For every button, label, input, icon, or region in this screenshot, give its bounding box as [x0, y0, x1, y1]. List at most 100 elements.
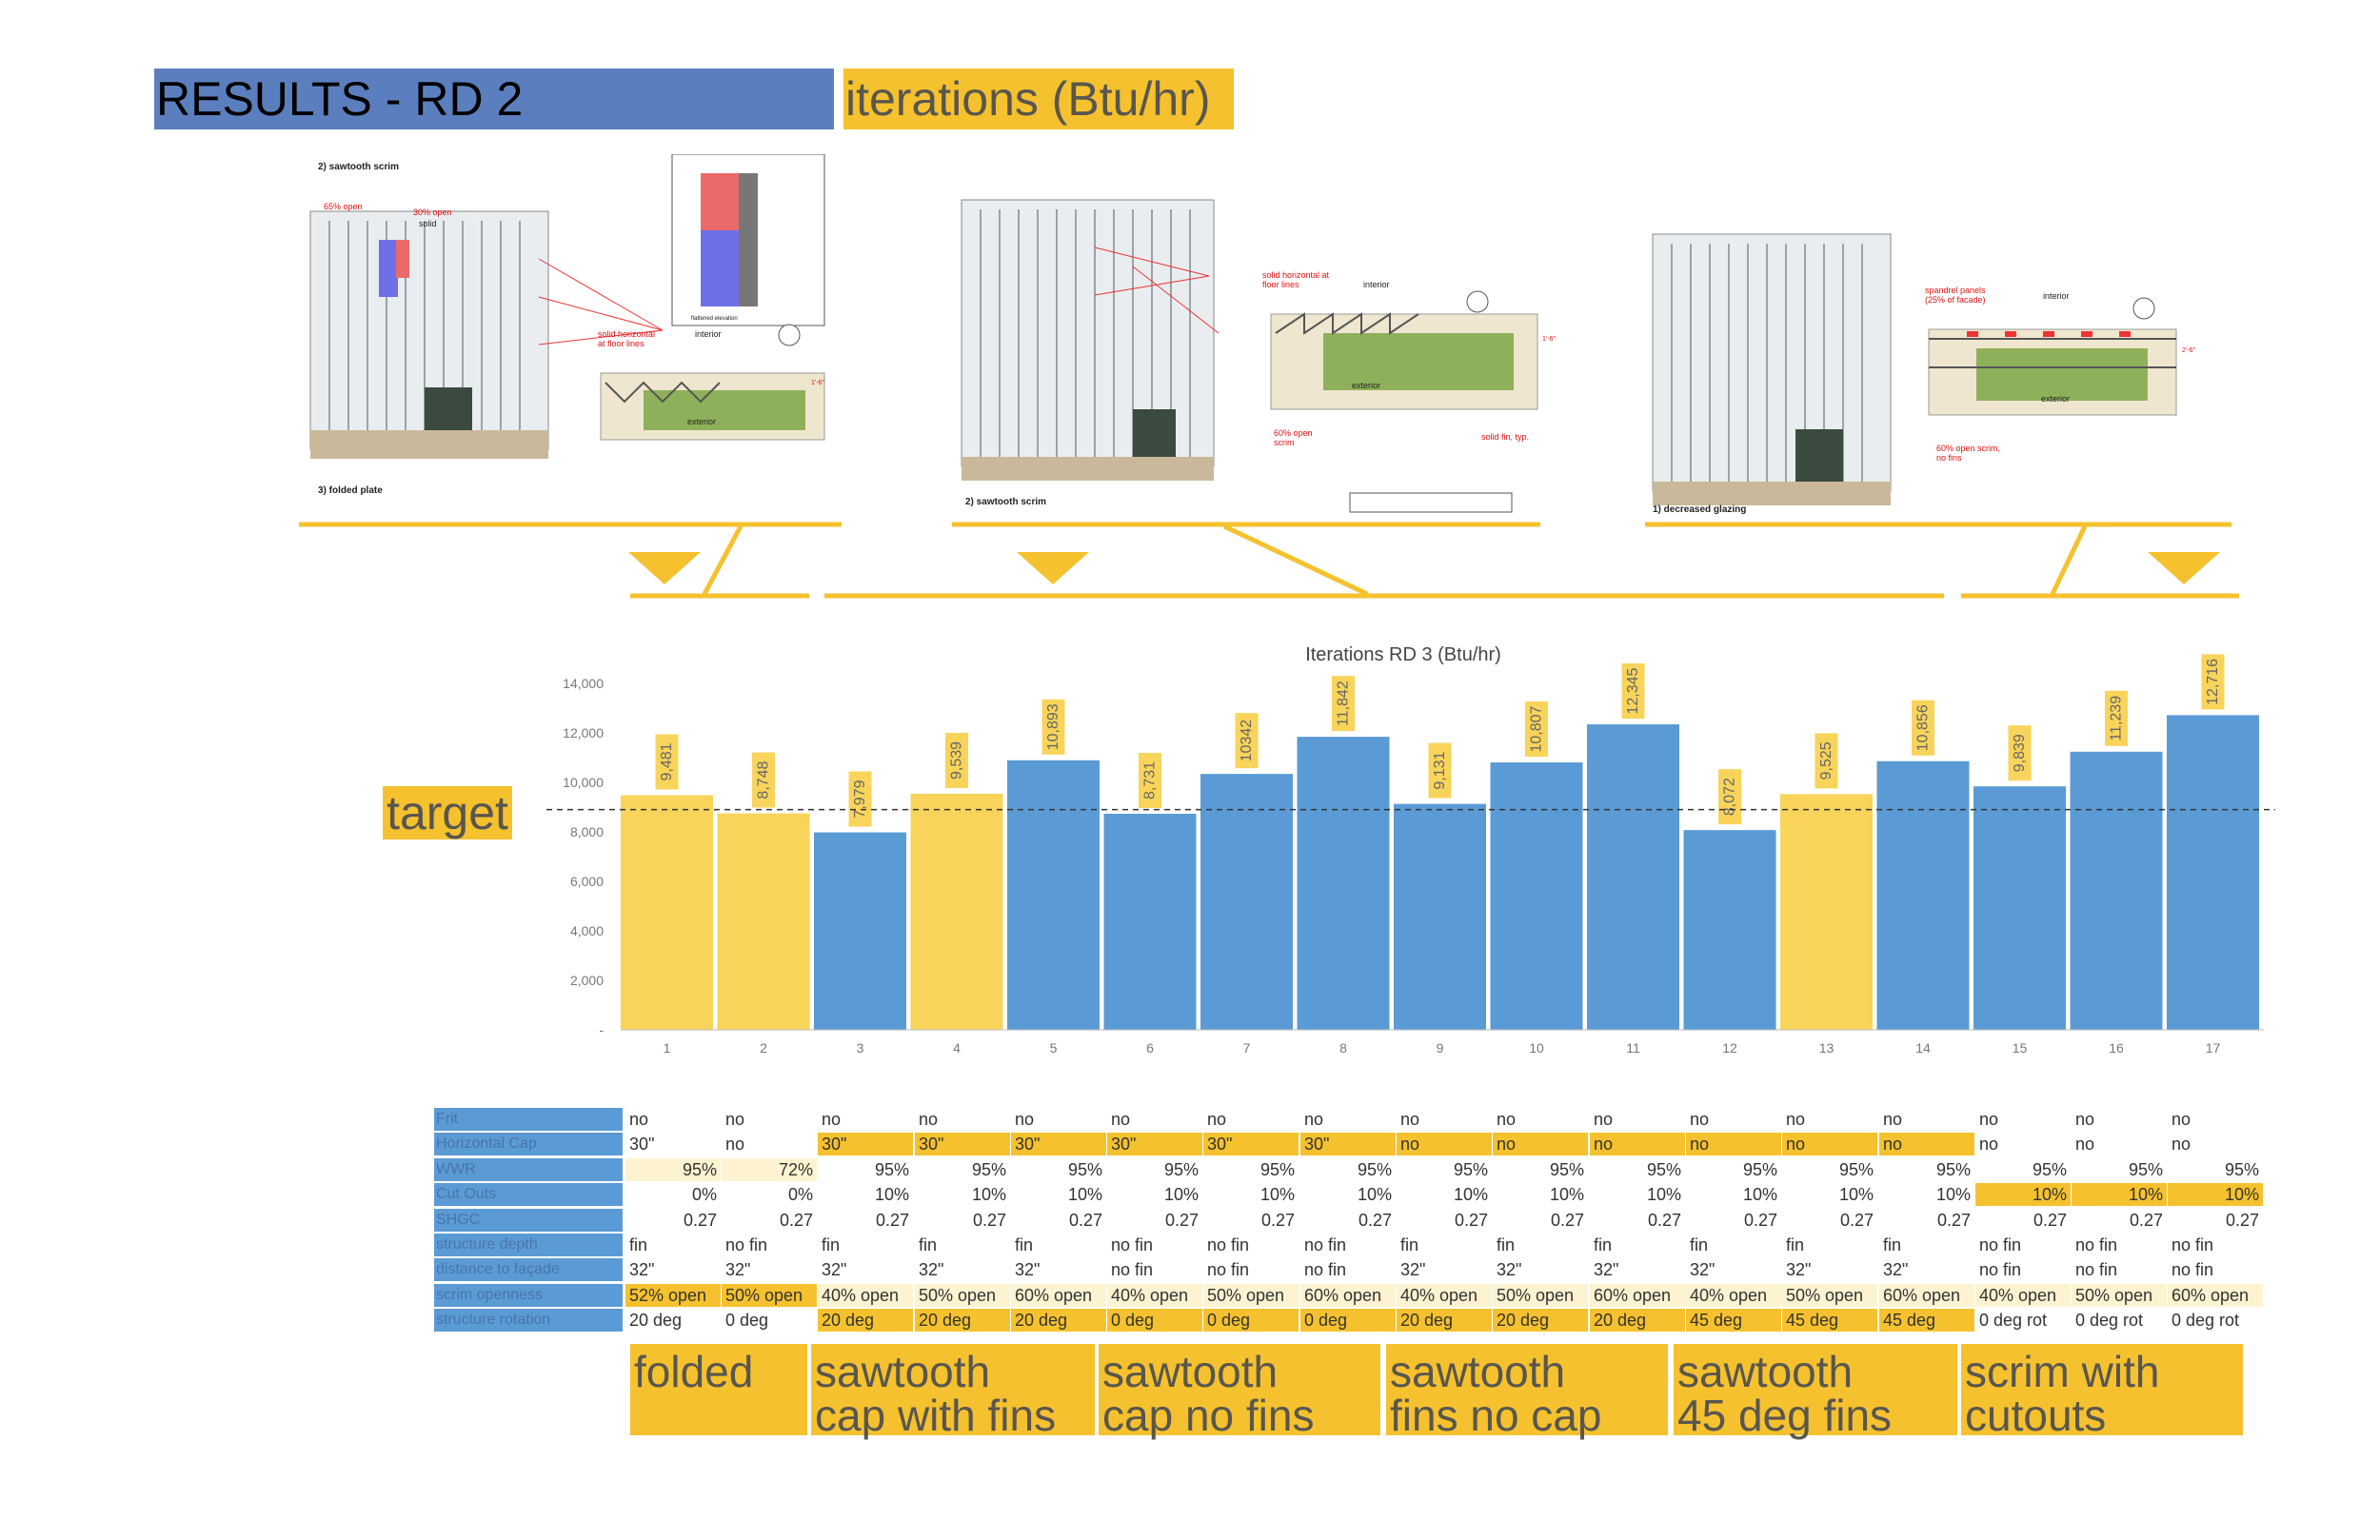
table-cell: no — [1879, 1133, 1974, 1156]
table-cell: no fin — [2075, 1260, 2118, 1280]
table-cell: no fin — [2075, 1235, 2118, 1254]
table-row: structure rotation 20 deg 0 deg 20 deg 20 de… — [434, 1309, 2243, 1333]
panel-bottom-caption: 2) sawtooth scrim — [965, 497, 1047, 507]
data-label-bg — [945, 732, 968, 788]
annotation-exterior: exterior — [687, 417, 717, 426]
table-cell: 10% — [1646, 1185, 1681, 1205]
table-cell: 0 deg rot — [2075, 1311, 2144, 1331]
table-cell: 0 deg rot — [2172, 1311, 2240, 1331]
y-axis-ticks: - 2,000 4,000 6,000 8,000 10,000 12,000 14,000 — [563, 676, 604, 1037]
x-tick-label: 4 — [953, 1040, 961, 1056]
table-cell: no fin — [1304, 1235, 1347, 1254]
table-cell: 60% open — [2168, 1283, 2263, 1307]
table-row: SHGC 0.27 0.27 0.27 0.27 0.27 0.27 0.27 0.27 0.27… — [434, 1208, 2259, 1234]
table-cell: 10% — [1357, 1185, 1392, 1205]
group-label: sawtooth 45 deg fins — [1674, 1344, 1957, 1437]
data-label: 9,481 — [659, 742, 675, 780]
table-cell: 95% — [1742, 1159, 1777, 1179]
table-cell: 0.27 — [1936, 1210, 1971, 1230]
panel-top-caption: 2) sawtooth scrim — [318, 162, 400, 172]
data-label-bg — [752, 752, 775, 808]
data-label-bg — [1235, 713, 1259, 769]
annotation-exterior: exterior — [2041, 394, 2071, 404]
table-cell: 95% — [1935, 1159, 1971, 1179]
table-cell: 72% — [722, 1157, 817, 1181]
table-cell: 95% — [1838, 1159, 1874, 1179]
table-cell: 50% open — [1782, 1283, 1877, 1307]
x-axis-ticks: 1 2 3 4 5 6 7 8 9 10 11 12 13 14 15 16 17 — [664, 1040, 2221, 1056]
table-cell: no — [1594, 1110, 1614, 1129]
table-cell: 40% open — [1397, 1283, 1492, 1307]
table-cell: no — [1686, 1133, 1781, 1156]
row-label: Cut Outs — [434, 1183, 623, 1207]
table-cell: 30" — [1011, 1133, 1106, 1156]
annotation-60-open-scrim: 60% open scrim — [1274, 428, 1313, 447]
data-label: 9,525 — [1818, 741, 1835, 780]
table-cell: no — [1397, 1133, 1492, 1156]
connector-line — [702, 524, 744, 596]
y-tick-label: 4,000 — [570, 923, 604, 938]
table-cell: 10% — [1975, 1183, 2071, 1207]
table-row: distance to façade 32" 32" 32" 32" 32" no fin n… — [434, 1258, 2243, 1283]
data-label-bg — [2105, 690, 2128, 746]
y-tick-label: 10,000 — [563, 775, 604, 790]
table-cell: 32" — [1400, 1260, 1426, 1280]
annotation-60-open-scrim: 60% open scrim, no fins — [1936, 444, 2001, 463]
table-cell: no — [822, 1110, 842, 1129]
group-label: sawtooth cap no fins — [1099, 1344, 1380, 1437]
table-cell: 10% — [1549, 1185, 1584, 1205]
data-label: 10342 — [1239, 720, 1255, 762]
table-cell: 40% open — [1107, 1283, 1202, 1307]
table-cell: 45 deg — [1879, 1309, 1974, 1333]
table-cell: fin — [629, 1235, 648, 1254]
row-label: distance to façade — [434, 1258, 623, 1282]
data-label: 10,893 — [1045, 703, 1061, 750]
design-panel-1: 2) sawtooth scrim 65% open 30% open soli… — [301, 154, 834, 514]
data-label: 10,807 — [1529, 705, 1545, 752]
page-subtitle: iterations (Btu/hr) — [843, 69, 1234, 129]
data-label: 9,539 — [949, 741, 965, 780]
design-panel-3: spandrel panels (25% of facade) interior… — [1643, 225, 2224, 520]
annotation-solid-horizontal: solid horizontal at floor lines — [1262, 270, 1330, 289]
table-cell: no — [1786, 1110, 1806, 1129]
x-tick-label: 5 — [1050, 1040, 1058, 1056]
data-label: 9,839 — [2012, 734, 2028, 772]
bar-17 — [2167, 715, 2259, 1030]
annotation-interior: interior — [695, 329, 722, 339]
data-label: 12,716 — [2205, 659, 2221, 705]
table-cell: 32" — [725, 1260, 751, 1280]
table-cell: 50% open — [915, 1283, 1010, 1307]
table-cell: 20 deg — [1397, 1309, 1492, 1333]
table-cell: 10% — [874, 1185, 909, 1205]
bar-11 — [1587, 724, 1679, 1030]
page-title: RESULTS - RD 2 — [154, 69, 834, 129]
table-cell: 45 deg — [1782, 1309, 1877, 1333]
table-cell: no fin — [1979, 1260, 2022, 1280]
building-elevation-drawing — [961, 199, 1538, 513]
bar-13 — [1780, 794, 1873, 1030]
table-cell: 50% open — [2072, 1283, 2167, 1307]
table-cell: 0 deg rot — [1979, 1311, 2048, 1331]
table-cell: 95% — [1549, 1159, 1584, 1179]
x-tick-label: 11 — [1626, 1040, 1640, 1056]
table-cell: no — [2075, 1135, 2095, 1155]
row-label: structure depth — [434, 1234, 623, 1256]
table-cell: fin — [1400, 1235, 1419, 1254]
chart-title: Iterations RD 3 (Btu/hr) — [1305, 644, 1501, 665]
table-cell: no — [1111, 1110, 1131, 1129]
building-elevation-drawing — [309, 154, 825, 459]
bar-14 — [1876, 760, 1970, 1030]
table-row: WWR 95% 72% 95% 95% 95% 95% 95% 95% 95% 95% 95% 95% 9… — [434, 1157, 2259, 1183]
table-cell: 10% — [1935, 1185, 1971, 1205]
table-cell: 0.27 — [1647, 1210, 1681, 1230]
y-tick-label: 2,000 — [570, 973, 604, 988]
table-cell: no — [1304, 1110, 1324, 1129]
connector-line — [1222, 523, 1369, 597]
table-cell: no — [1497, 1110, 1517, 1129]
table-cell: 20 deg — [915, 1309, 1010, 1333]
table-cell: 0.27 — [2033, 1210, 2067, 1230]
table-cell: fin — [1015, 1235, 1034, 1254]
table-cell: 0 deg — [1300, 1309, 1396, 1333]
table-cell: 95% — [625, 1157, 721, 1181]
table-cell: 10% — [1163, 1185, 1199, 1205]
